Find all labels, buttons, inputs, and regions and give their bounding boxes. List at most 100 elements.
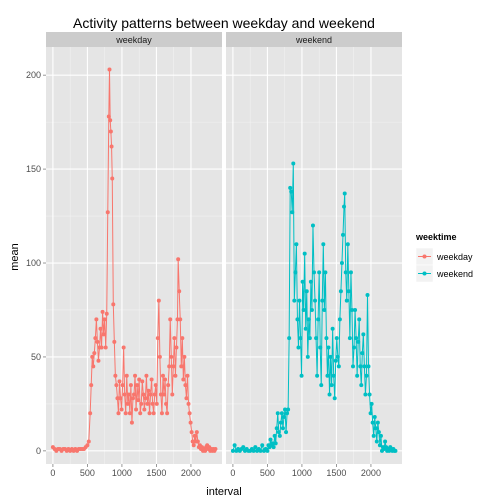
data-point-weekend — [323, 270, 328, 275]
data-point-weekend — [310, 223, 315, 228]
data-point-weekend — [291, 161, 296, 166]
data-point-weekday — [100, 309, 105, 314]
data-point-weekend — [327, 392, 332, 397]
data-point-weekend — [295, 317, 300, 322]
data-point-weekend — [374, 439, 379, 444]
data-point-weekday — [143, 396, 148, 401]
data-point-weekend — [274, 426, 279, 431]
data-point-weekday — [134, 407, 139, 412]
data-point-weekend — [299, 373, 304, 378]
data-point-weekday — [192, 433, 197, 438]
data-point-weekday — [167, 364, 172, 369]
data-point-weekday — [165, 411, 170, 416]
data-point-weekend — [270, 441, 275, 446]
data-point-weekend — [373, 426, 378, 431]
data-point-weekend — [350, 364, 355, 369]
data-point-weekday — [191, 443, 196, 448]
data-point-weekend — [309, 307, 314, 312]
data-point-weekday — [144, 373, 149, 378]
data-point-weekday — [137, 377, 142, 382]
x-tick-label: 1500 — [326, 468, 346, 478]
data-point-weekend — [278, 420, 283, 425]
data-point-weekend — [367, 392, 372, 397]
legend-key-point — [422, 271, 427, 276]
data-point-weekend — [368, 411, 373, 416]
data-point-weekday — [170, 392, 175, 397]
data-point-weekday — [108, 129, 113, 134]
data-point-weekday — [182, 354, 187, 359]
facet-strip — [226, 32, 402, 47]
data-point-weekend — [285, 411, 290, 416]
data-point-weekend — [326, 345, 331, 350]
data-point-weekend — [314, 336, 319, 341]
data-point-weekend — [277, 433, 282, 438]
data-point-weekend — [340, 232, 345, 237]
data-point-weekday — [119, 407, 124, 412]
data-point-weekday — [101, 332, 106, 337]
data-point-weekday — [186, 401, 191, 406]
facet-panel-weekend: weekend 0 500 1000 1500 2000 — [226, 32, 402, 478]
x-tick-label: 1500 — [146, 468, 166, 478]
data-point-weekday — [178, 317, 183, 322]
data-point-weekend — [362, 364, 367, 369]
data-point-weekday — [168, 317, 173, 322]
data-point-weekday — [135, 383, 140, 388]
data-point-weekday — [103, 345, 108, 350]
data-point-weekend — [355, 373, 360, 378]
data-point-weekday — [128, 383, 133, 388]
data-point-weekend — [363, 392, 368, 397]
data-point-weekend — [338, 289, 343, 294]
data-point-weekend — [337, 317, 342, 322]
data-point-weekend — [313, 298, 318, 303]
data-point-weekday — [107, 67, 112, 72]
facet-strip — [46, 32, 222, 47]
data-point-weekend — [331, 373, 336, 378]
data-point-weekend — [339, 261, 344, 266]
data-point-weekend — [279, 411, 284, 416]
legend-key-point — [422, 254, 427, 259]
data-point-weekday — [104, 311, 109, 316]
data-point-weekend — [312, 270, 316, 275]
data-point-weekday — [86, 439, 91, 444]
data-point-weekday — [141, 392, 146, 397]
data-point-weekday — [96, 358, 101, 363]
legend-label-weekend: weekend — [436, 269, 473, 279]
data-point-weekend — [271, 445, 276, 450]
x-tick-label: 1000 — [112, 468, 132, 478]
data-point-weekend — [281, 415, 286, 420]
data-point-weekday — [180, 336, 185, 341]
data-point-weekday — [149, 377, 154, 382]
data-point-weekend — [276, 430, 281, 435]
data-point-weekend — [360, 351, 365, 356]
data-point-weekend — [296, 345, 301, 350]
data-point-weekday — [85, 443, 90, 448]
facet-strip-label: weekend — [295, 35, 332, 45]
data-point-weekday — [110, 176, 115, 181]
x-tick-label: 500 — [80, 468, 95, 478]
data-point-weekend — [288, 185, 293, 190]
data-point-weekday — [88, 411, 93, 416]
data-point-weekday — [163, 377, 168, 382]
data-point-weekend — [325, 373, 330, 378]
data-point-weekend — [346, 289, 351, 294]
data-point-weekend — [280, 426, 285, 431]
data-point-weekend — [300, 279, 305, 284]
data-point-weekday — [92, 351, 97, 356]
x-tick-label: 1000 — [292, 468, 312, 478]
data-point-weekend — [376, 430, 381, 435]
facet-panel-weekday: weekday 0 500 1000 1500 2000 — [46, 32, 222, 478]
data-point-weekend — [324, 336, 329, 341]
data-point-weekend — [258, 448, 263, 453]
data-point-weekday — [99, 345, 104, 350]
data-point-weekday — [108, 118, 113, 123]
data-point-weekend — [342, 204, 347, 209]
data-point-weekday — [155, 336, 160, 341]
x-axis-title: interval — [206, 486, 241, 498]
data-point-weekend — [306, 317, 311, 322]
data-point-weekend — [304, 289, 309, 294]
data-point-weekend — [308, 279, 313, 284]
data-point-weekday — [166, 383, 171, 388]
data-point-weekday — [181, 377, 186, 382]
data-point-weekday — [146, 388, 151, 393]
data-point-weekday — [160, 373, 165, 378]
